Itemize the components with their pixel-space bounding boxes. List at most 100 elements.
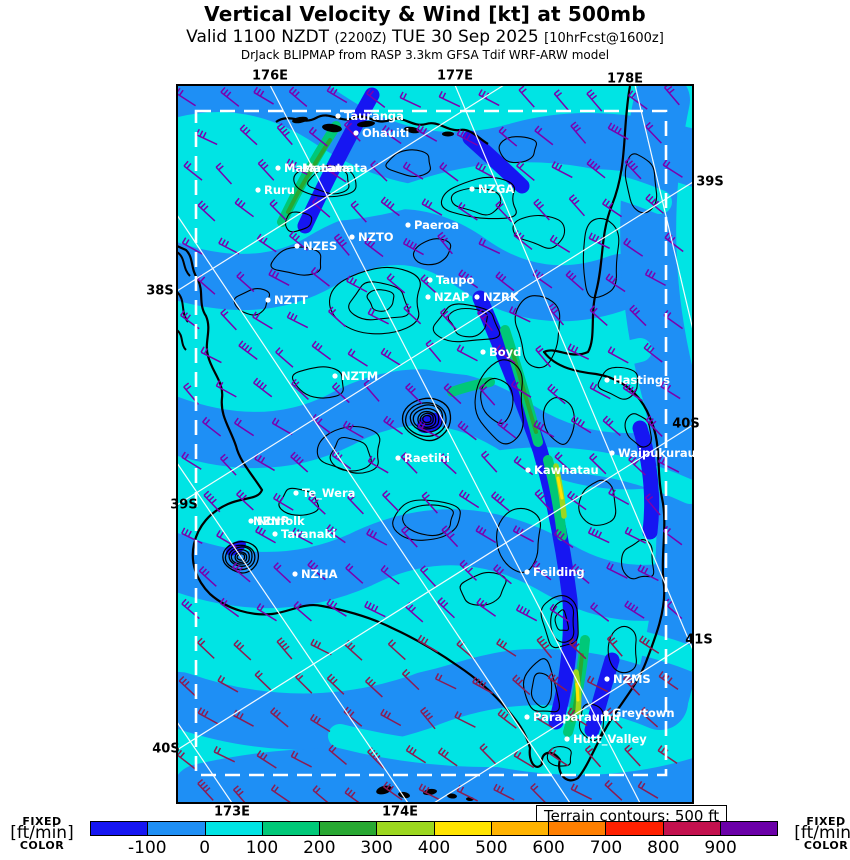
wind-barb-icon	[440, 307, 457, 330]
wind-barb-icon	[288, 86, 308, 107]
wind-barb-icon	[589, 382, 611, 400]
wind-barb-icon	[308, 493, 326, 515]
place: Paraparaumu	[524, 710, 620, 724]
wind-barb-icon	[402, 237, 424, 256]
wind-barb-icon	[236, 489, 254, 511]
wind-barb-icon	[549, 603, 570, 623]
coastline	[177, 85, 666, 782]
wind-barb-icon	[380, 196, 400, 217]
place-label: Paraparaumu	[533, 710, 620, 724]
wind-barb-icon	[588, 232, 610, 249]
wind-barb-icon	[215, 380, 237, 398]
place-label: NZRK	[483, 290, 520, 304]
wind-barb-icon	[570, 415, 592, 434]
wind-barb-icon	[180, 310, 200, 330]
wind-barb-icon	[252, 311, 273, 330]
colorbar-tick-label: 0	[199, 838, 211, 858]
wind-barb-icon	[456, 344, 478, 362]
wind-barb-icon	[197, 707, 219, 725]
inner-domain-box	[194, 109, 668, 777]
place-label: Waipukurau	[618, 446, 696, 460]
wind-barb-icon	[657, 745, 678, 764]
wind-barb-icon	[200, 346, 222, 364]
colorbar-tick-label: 900	[704, 838, 737, 858]
place-dot	[603, 710, 609, 716]
wind-barb-icon	[328, 744, 347, 765]
wind-barb-icon	[256, 750, 277, 769]
wind-barb-icon	[420, 274, 439, 296]
place-label: NZAP	[434, 290, 469, 304]
lat-label-right: 41S	[685, 633, 712, 648]
wind-barb-icon	[399, 91, 422, 108]
wind-barb-icon	[311, 413, 331, 434]
wind-barb-icon	[640, 706, 659, 728]
wind-barb-icon	[269, 199, 287, 221]
wind-barb-icon	[512, 525, 534, 543]
wind-barb-icon	[233, 417, 255, 437]
wind-barb-icon	[456, 128, 478, 146]
wind-barb-icon	[326, 673, 345, 695]
place: Taupo	[427, 273, 475, 287]
wind-barb-icon	[234, 197, 255, 218]
graticule	[177, 85, 693, 803]
wind-barb-icon	[401, 525, 418, 548]
wind-barb-icon	[421, 198, 443, 216]
wind-barb-icon	[548, 747, 569, 767]
wind-barb-icon	[254, 453, 275, 472]
wind-barb-icon	[307, 559, 326, 581]
wind-barb-icon	[347, 348, 368, 367]
wind-barb-icon	[533, 198, 550, 221]
place-label: Matamata	[302, 161, 367, 175]
place: Taranaki	[272, 527, 336, 541]
wind-barb-icon	[345, 563, 364, 584]
lat-label-right: 39S	[696, 175, 723, 190]
wind-barb-icon	[623, 237, 644, 257]
wind-barb-icon	[232, 562, 251, 583]
colorbar-units-right: FIXED [ft/min] COLOR	[786, 816, 850, 851]
place-dot	[405, 222, 411, 228]
place-label: Kawhatau	[534, 463, 599, 477]
wind-barb-icon	[253, 86, 274, 105]
wind-barb-icon	[475, 525, 497, 544]
place-dot	[275, 165, 281, 171]
wind-barb-icon	[534, 489, 552, 511]
wind-barb-icon	[333, 233, 350, 256]
place-label: Hutt_Valley	[573, 732, 647, 747]
wind-barb-icon	[382, 781, 403, 801]
wind-barb-icon	[629, 304, 647, 327]
wind-barb-icon	[660, 380, 681, 400]
place-label: Hastings	[613, 373, 670, 387]
place-dot	[524, 569, 530, 575]
wind-barb-icon	[477, 308, 493, 332]
wind-barb-icon	[534, 125, 554, 146]
wind-barb-icon	[232, 785, 250, 803]
colorbar-units-left: FIXED [ft/min] COLOR	[2, 816, 82, 851]
place: NZAP	[425, 290, 469, 304]
lat-label-left: 39S	[170, 498, 197, 513]
wind-barb-icon	[309, 713, 331, 733]
wind-barb-icon	[571, 563, 590, 584]
wind-barb-icon	[645, 415, 663, 437]
colorbar-segment	[606, 822, 664, 835]
place-dot	[293, 490, 299, 496]
wind-barb-icon	[607, 346, 629, 364]
place-label: NZGA	[478, 182, 514, 196]
wind-barb-icon	[310, 266, 330, 287]
wind-barb-icon	[276, 637, 293, 660]
wind-barb-icon	[236, 271, 255, 293]
wind-barb-icon	[420, 706, 436, 730]
wind-barb-icon	[367, 307, 389, 325]
wind-barb-icon	[567, 490, 587, 511]
wind-barb-icon	[434, 673, 457, 690]
wind-barb-icon	[606, 634, 623, 657]
colorbar-segment	[262, 822, 320, 835]
wind-barb-icon	[416, 124, 438, 142]
wind-barb-icon	[532, 560, 552, 581]
place-dot	[469, 186, 475, 192]
place: Ohauiti	[353, 126, 409, 140]
wind-barb-icon	[437, 597, 455, 619]
wind-barb-icon	[478, 89, 500, 107]
lon-label-top: 176E	[252, 69, 288, 84]
wind-barb-icon	[607, 122, 629, 140]
